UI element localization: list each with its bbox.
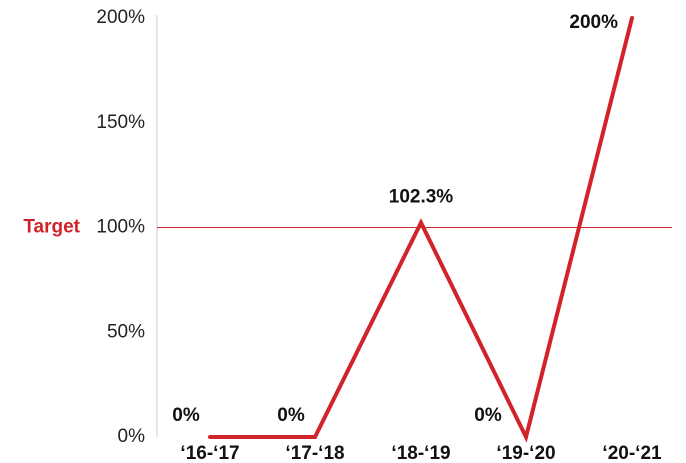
data-point [208,435,212,439]
x-tick-label: ‘17-‘18 [285,443,344,463]
data-label: 0% [474,405,502,426]
data-label: 102.3% [389,187,454,208]
x-tick-label: ‘19-‘20 [496,443,555,463]
y-tick-label: 100% [96,217,145,238]
y-tick-label: 0% [118,426,146,447]
y-axis-ticks: 0% 50% 100% 150% 200% [96,7,145,447]
x-tick-label: ‘16-‘17 [180,443,239,463]
data-point [524,435,528,439]
y-tick-label: 50% [107,321,145,342]
data-labels: 0% 0% 102.3% 0% 200% [172,12,618,426]
data-point [313,435,317,439]
x-tick-label: ‘20-‘21 [602,443,662,463]
data-points [208,16,634,439]
data-label: 0% [277,405,305,426]
y-tick-label: 200% [96,7,145,28]
x-axis-ticks: ‘16-‘17 ‘17-‘18 ‘18-‘19 ‘19-‘20 ‘20-‘21 [180,443,662,463]
data-label: 200% [569,12,618,33]
y-tick-label: 150% [96,112,145,133]
target-label: Target [23,217,80,238]
data-label: 0% [172,405,200,426]
data-point [419,220,423,225]
x-tick-label: ‘18-‘19 [391,443,450,463]
data-point [630,16,634,20]
